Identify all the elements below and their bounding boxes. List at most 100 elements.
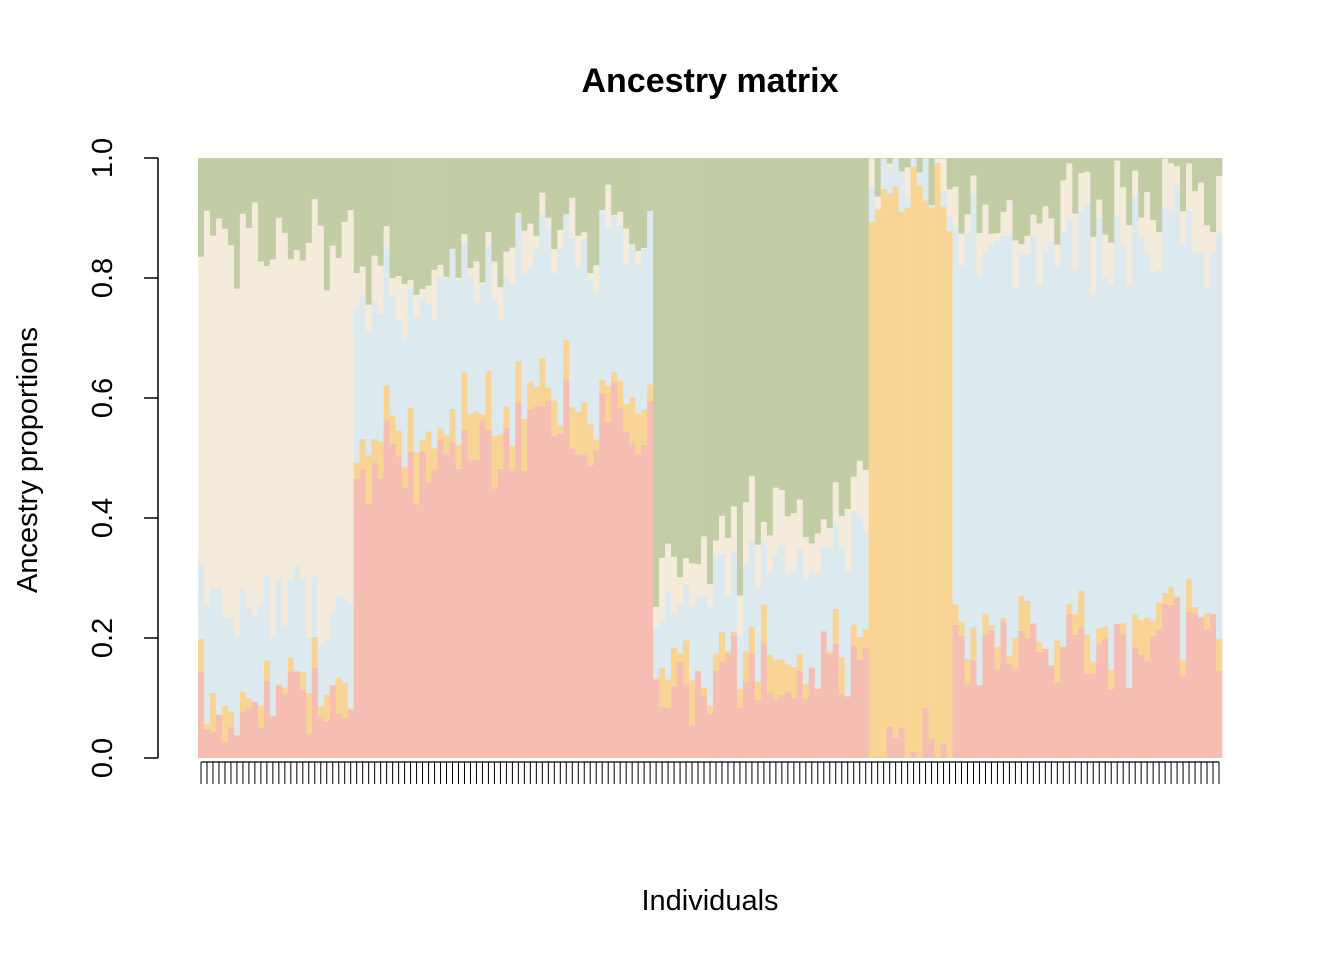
bar-segment <box>365 455 373 505</box>
bar-segment <box>832 608 840 644</box>
bar-segment <box>389 296 396 416</box>
bar-segment <box>994 233 1001 241</box>
bar-segment <box>1180 211 1187 246</box>
bar-segment <box>784 691 792 758</box>
bar-segment <box>826 651 834 654</box>
bar-segment <box>383 420 390 758</box>
bar-segment <box>557 248 564 425</box>
bar-segment <box>1054 640 1061 683</box>
bar-segment <box>383 385 390 421</box>
bar-segment <box>718 515 726 554</box>
bar-segment <box>1060 180 1067 232</box>
bar-segment <box>563 158 570 215</box>
bar-segment <box>1090 236 1097 295</box>
bar-segment <box>880 159 888 189</box>
bar-segment <box>617 408 624 758</box>
bar-segment <box>724 537 732 597</box>
bar-segment <box>814 533 822 575</box>
bar-segment <box>946 231 953 758</box>
bar-segment <box>1174 158 1181 167</box>
bar-segment <box>736 158 744 596</box>
bar-segment <box>443 277 450 436</box>
bar-segment <box>539 214 546 358</box>
bar-segment <box>964 683 971 758</box>
bar-segment <box>365 158 373 305</box>
bar-segment <box>952 158 959 187</box>
bar-segment <box>832 158 840 483</box>
bar-segment <box>988 629 995 758</box>
bar-segment <box>503 406 510 428</box>
bar-segment <box>449 249 456 409</box>
bar-segment <box>539 357 546 406</box>
bar-segment <box>527 223 534 267</box>
bar-segment <box>724 596 732 651</box>
bar-segment <box>539 405 546 758</box>
bar-segment <box>299 672 307 690</box>
bar-segment <box>1066 163 1073 219</box>
bar-segment <box>419 439 426 451</box>
bar-segment <box>796 549 804 654</box>
bar-segment <box>311 667 319 758</box>
bar-segment <box>251 614 259 702</box>
bar-segment <box>808 571 816 668</box>
bar-segment <box>868 158 876 188</box>
bar-segment <box>1072 613 1079 635</box>
bar-segment <box>323 290 331 640</box>
bar-segment <box>707 158 714 585</box>
bar-segment <box>431 269 438 320</box>
bar-segment <box>1210 613 1217 614</box>
bar-segment <box>641 409 648 445</box>
bar-segment <box>754 699 762 758</box>
bar-segment <box>665 543 672 593</box>
bar-segment <box>1210 252 1217 614</box>
bar-segment <box>515 402 522 758</box>
bar-segment <box>215 158 223 219</box>
bar-segment <box>707 584 714 607</box>
bar-segment <box>970 158 977 176</box>
bar-segment <box>850 476 858 511</box>
bar-segment <box>275 158 283 218</box>
bar-segment <box>557 229 564 249</box>
bar-segment <box>1144 617 1151 661</box>
bar-segment <box>1042 648 1049 758</box>
x-axis <box>200 761 1220 784</box>
bar-segment <box>1126 687 1133 688</box>
bar-segment <box>976 685 983 758</box>
bar-segment <box>689 563 696 607</box>
bar-segment <box>611 158 618 215</box>
bar-segment <box>365 330 373 456</box>
bar-segment <box>1036 158 1043 224</box>
bar-segment <box>593 292 600 440</box>
bar-segment <box>419 450 426 758</box>
y-axis: 0.0 0.2 0.4 0.6 0.8 1.0 <box>87 138 159 778</box>
bar-segment <box>689 158 696 564</box>
bar-segment <box>1192 252 1199 607</box>
bar-segment <box>898 727 905 758</box>
bar-segment <box>575 158 582 236</box>
bar-segment <box>1180 245 1187 661</box>
bar-segment <box>233 158 241 289</box>
bar-segment <box>778 545 786 660</box>
bar-segment <box>401 487 408 758</box>
bar-segment <box>485 429 492 758</box>
bar-segment <box>1096 644 1103 758</box>
bar-segment <box>371 255 378 302</box>
bar-segment <box>1174 166 1181 185</box>
bar-segment <box>748 653 756 758</box>
bar-segment <box>557 158 564 230</box>
bar-segment <box>545 400 552 758</box>
bar-segment <box>1090 661 1097 674</box>
bar-segment <box>683 558 690 585</box>
bar-segment <box>629 245 636 397</box>
bar-segment <box>1030 214 1037 236</box>
bar-segment <box>341 598 349 683</box>
bar-segment <box>353 273 361 308</box>
bar-segment <box>1198 158 1205 183</box>
bar-segment <box>1210 232 1217 253</box>
bar-segment <box>1060 646 1067 648</box>
bar-segment <box>976 274 983 685</box>
bar-segment <box>521 273 528 419</box>
bar-segment <box>754 544 762 588</box>
bar-segment <box>976 233 983 275</box>
bar-segment <box>874 757 882 758</box>
